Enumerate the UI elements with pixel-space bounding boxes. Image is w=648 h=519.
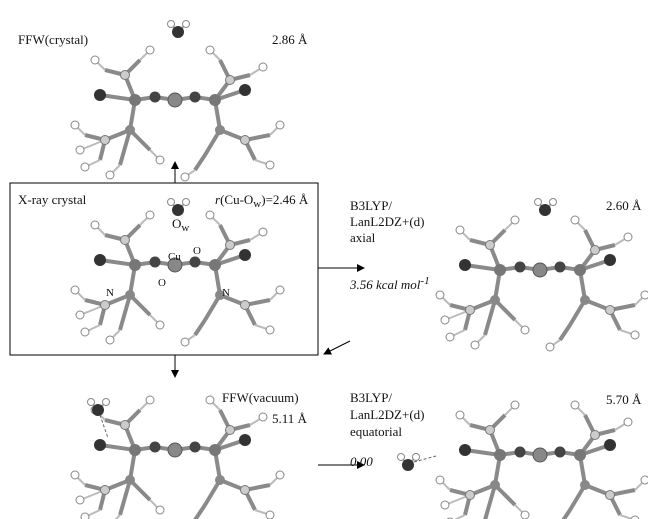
molecule [71, 211, 284, 346]
method: B3LYP/ [350, 390, 392, 405]
atom-label: N [222, 287, 230, 299]
molecule [71, 396, 284, 519]
molecule [436, 401, 648, 519]
energy: 0.00 [350, 454, 373, 469]
distance: 5.70 Å [606, 392, 642, 407]
text: 3.56 kcal mol [349, 277, 421, 292]
distance: 5.11 Å [272, 411, 308, 426]
figure: FFW(crystal) 2.86 Å X-ray crystal r(Cu-O… [0, 0, 648, 519]
water [398, 454, 420, 472]
water [168, 21, 190, 39]
distance: 2.86 Å [272, 32, 308, 47]
arrow [324, 341, 350, 354]
atom-label: O [193, 245, 201, 257]
distance: r(Cu-Ow)=2.46 Å [215, 192, 309, 210]
distance: 2.60 Å [606, 198, 642, 213]
method: B3LYP/ [350, 198, 392, 213]
subscript: w [181, 222, 189, 234]
molecule [71, 46, 284, 181]
atom-label: N [106, 287, 114, 299]
panel-title: X-ray crystal [18, 192, 87, 207]
text: (Cu-O [220, 192, 253, 207]
subscript: w [253, 198, 261, 210]
molecule [436, 216, 648, 351]
water [88, 399, 110, 417]
panel-title: FFW(vacuum) [222, 390, 299, 405]
atom-label: Ow [172, 216, 189, 234]
energy: 3.56 kcal mol-1 [349, 275, 430, 292]
atom-label: O [158, 277, 166, 289]
method: LanL2DZ+(d) [350, 214, 424, 229]
text: O [172, 216, 181, 231]
atom-label: Cu [168, 251, 181, 263]
water [535, 199, 557, 217]
text: )=2.46 Å [261, 192, 309, 207]
panel-title: FFW(crystal) [18, 32, 88, 47]
geometry: axial [350, 230, 376, 245]
geometry: equatorial [350, 424, 402, 439]
water [168, 199, 190, 217]
method: LanL2DZ+(d) [350, 407, 424, 422]
superscript: -1 [420, 275, 429, 287]
